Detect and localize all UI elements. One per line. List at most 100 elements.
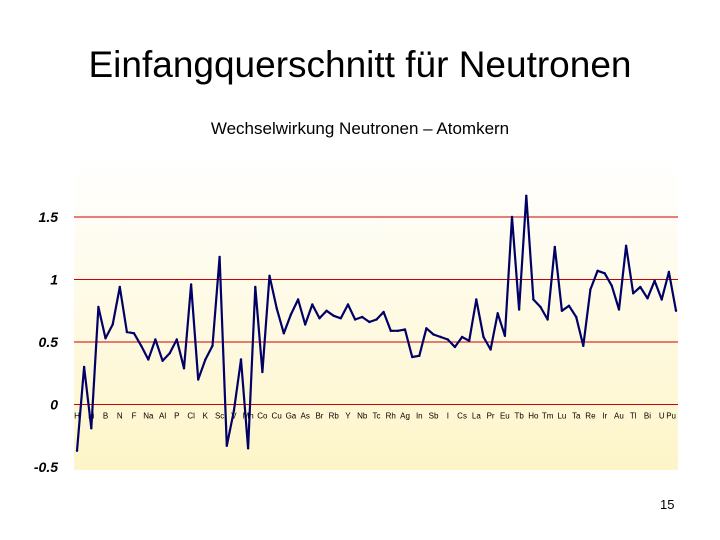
x-tick-label: Tb bbox=[514, 412, 524, 421]
data-point bbox=[282, 332, 285, 335]
x-tick-label: Bi bbox=[644, 412, 651, 421]
data-point bbox=[97, 305, 100, 309]
data-point bbox=[453, 345, 457, 349]
data-point bbox=[111, 323, 114, 326]
x-tick-label: Tc bbox=[373, 412, 381, 421]
data-point bbox=[375, 318, 378, 321]
x-tick-label: Eu bbox=[500, 412, 510, 421]
data-point bbox=[175, 338, 178, 341]
x-tick-label: Cs bbox=[457, 412, 467, 421]
data-point bbox=[189, 283, 193, 286]
data-point bbox=[639, 285, 642, 289]
data-point bbox=[232, 409, 236, 412]
x-tick-label: Au bbox=[614, 412, 624, 421]
data-point bbox=[489, 348, 492, 351]
data-point bbox=[532, 298, 535, 301]
data-point bbox=[90, 427, 93, 430]
data-point bbox=[211, 344, 214, 347]
data-point bbox=[617, 308, 621, 311]
x-tick-label: Tm bbox=[542, 412, 554, 421]
x-tick-label: Ir bbox=[602, 412, 607, 421]
data-point bbox=[475, 298, 478, 301]
data-point bbox=[667, 270, 671, 274]
data-point bbox=[446, 338, 449, 341]
data-point bbox=[603, 272, 606, 275]
x-tick-label: V bbox=[231, 412, 237, 421]
data-point bbox=[268, 274, 271, 277]
data-point bbox=[596, 269, 599, 272]
data-point bbox=[439, 335, 442, 339]
x-tick-label: Mn bbox=[243, 412, 254, 421]
slide-title: Einfangquerschnitt für Neutronen bbox=[88, 44, 632, 85]
data-point bbox=[546, 318, 549, 321]
chart-title: Wechselwirkung Neutronen – Atomkern bbox=[210, 119, 510, 138]
x-tick-label: B bbox=[103, 412, 108, 421]
x-tick-label: Pu bbox=[666, 412, 676, 421]
data-point bbox=[361, 315, 364, 319]
data-point bbox=[239, 358, 243, 361]
data-point bbox=[140, 344, 143, 347]
data-point bbox=[254, 285, 257, 289]
x-tick-label: Rh bbox=[386, 412, 396, 421]
data-point bbox=[589, 288, 592, 291]
data-point bbox=[296, 298, 300, 301]
data-point bbox=[182, 367, 186, 370]
data-point bbox=[396, 329, 400, 332]
data-point bbox=[460, 335, 464, 339]
y-tick-label: 0 bbox=[50, 397, 58, 413]
data-point bbox=[418, 354, 421, 357]
data-point bbox=[346, 303, 350, 306]
x-tick-label: U bbox=[659, 412, 665, 421]
data-point bbox=[275, 307, 278, 310]
data-point bbox=[325, 309, 328, 312]
data-point bbox=[168, 352, 171, 355]
data-point bbox=[525, 194, 528, 197]
data-point bbox=[382, 310, 385, 314]
data-point bbox=[425, 327, 428, 330]
data-point bbox=[225, 444, 228, 447]
x-tick-label: Y bbox=[345, 412, 351, 421]
data-point bbox=[575, 315, 578, 319]
x-tick-label: Cl bbox=[187, 412, 195, 421]
data-point bbox=[503, 334, 507, 337]
x-tick-label: Lu bbox=[557, 412, 566, 421]
x-tick-label: K bbox=[203, 412, 209, 421]
y-tick-label: 0.5 bbox=[39, 334, 59, 350]
data-point bbox=[82, 365, 86, 369]
x-tick-label: Sb bbox=[429, 412, 439, 421]
x-tick-label: Ta bbox=[572, 412, 581, 421]
data-point bbox=[289, 313, 293, 316]
x-tick-label: Sc bbox=[215, 412, 224, 421]
data-point bbox=[553, 245, 556, 249]
data-point bbox=[567, 304, 571, 307]
y-tick-label: 1 bbox=[50, 272, 58, 288]
page-number: 15 bbox=[660, 497, 675, 512]
data-point bbox=[204, 358, 207, 361]
data-point bbox=[496, 312, 499, 315]
data-point bbox=[482, 335, 485, 339]
data-point bbox=[411, 355, 414, 359]
x-tick-label: Pr bbox=[487, 412, 495, 421]
data-point bbox=[560, 309, 564, 312]
x-tick-label: Re bbox=[585, 412, 596, 421]
data-point bbox=[332, 314, 335, 317]
x-tick-label: I bbox=[447, 412, 449, 421]
x-tick-label: Br bbox=[315, 412, 323, 421]
data-point bbox=[132, 332, 136, 335]
data-point bbox=[104, 337, 107, 340]
data-point bbox=[353, 318, 357, 321]
x-tick-label: Cu bbox=[272, 412, 282, 421]
data-point bbox=[510, 215, 514, 219]
x-tick-label: Nb bbox=[357, 412, 368, 421]
x-tick-label: N bbox=[117, 412, 123, 421]
data-point bbox=[125, 330, 129, 334]
data-point bbox=[318, 317, 321, 320]
data-point bbox=[147, 358, 150, 361]
data-point bbox=[432, 333, 435, 336]
data-point bbox=[197, 378, 200, 381]
data-point bbox=[118, 285, 122, 289]
data-point bbox=[674, 309, 678, 312]
data-point bbox=[75, 449, 79, 452]
data-point bbox=[218, 255, 221, 259]
